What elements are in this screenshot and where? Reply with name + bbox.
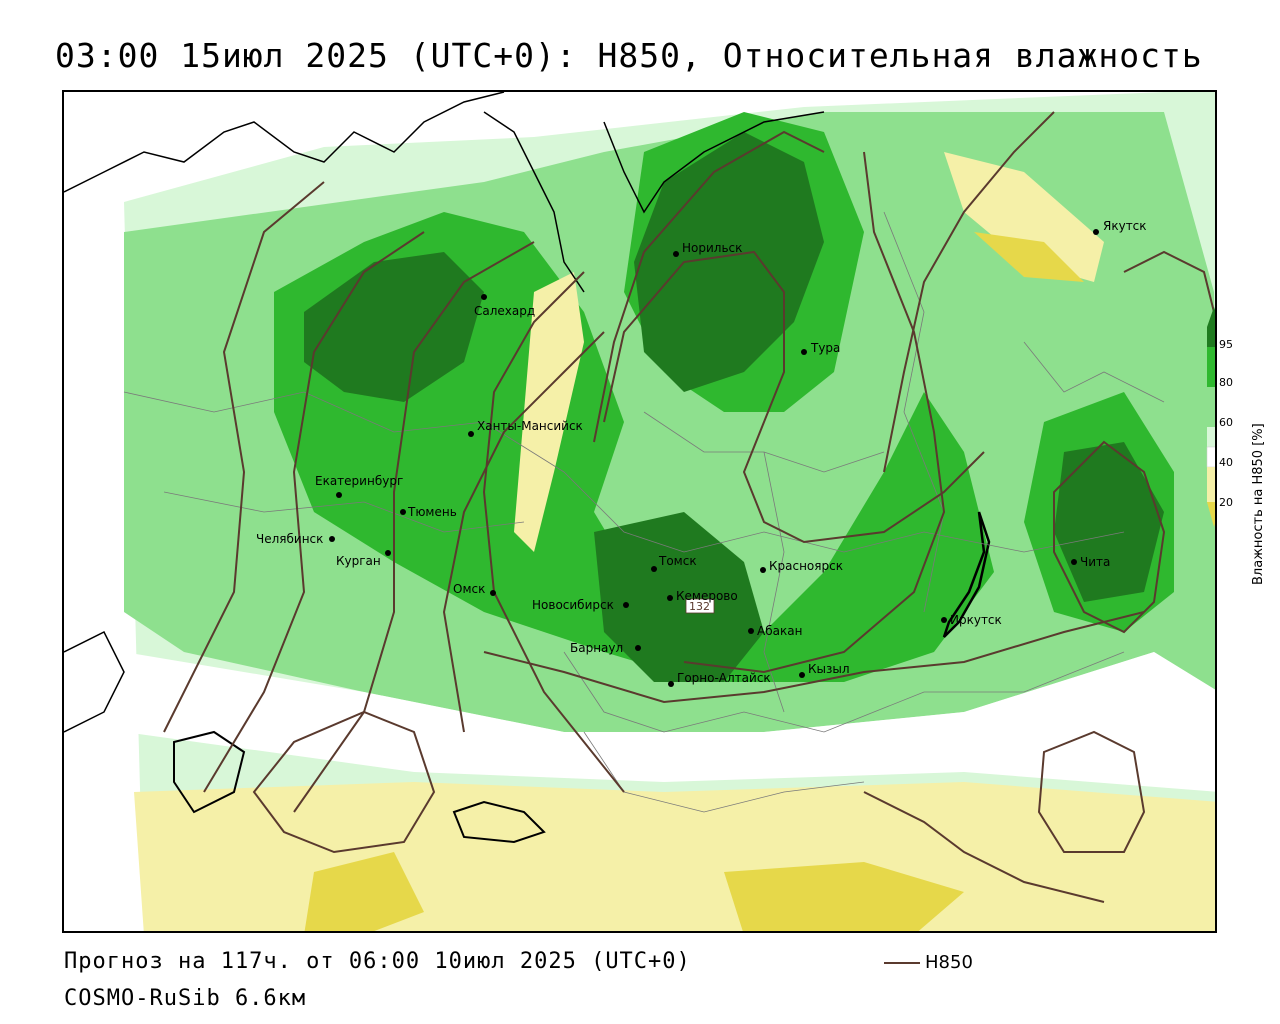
colorbar-seg-95 <box>1207 327 1215 347</box>
city-label: Красноярск <box>769 559 843 573</box>
city-label: Челябинск <box>256 532 323 546</box>
humidity-0-20-c <box>974 232 1084 282</box>
city-label: Барнаул <box>570 641 623 655</box>
colorbar-seg-40 <box>1206 446 1215 468</box>
city-dot <box>760 567 766 573</box>
city-dot <box>490 590 496 596</box>
colorbar <box>1206 307 1215 527</box>
colorbar-tick-80: 80 <box>1219 376 1233 389</box>
colorbar-seg-60 <box>1207 387 1215 427</box>
city-label: Омск <box>453 582 485 596</box>
city-label: Горно-Алтайск <box>677 671 771 685</box>
humidity-20-40-northeast <box>944 152 1104 282</box>
city-label: Тюмень <box>407 505 457 519</box>
colorbar-seg-50 <box>1207 427 1215 447</box>
city-label: Ханты-Мансийск <box>477 419 583 433</box>
map-frame: 132 Якутск Норильск Салехард Тура Ханты-Манс… <box>62 90 1217 933</box>
city-label: Иркутск <box>950 613 1002 627</box>
colorbar-tick-20: 20 <box>1219 496 1233 509</box>
lake-baikal <box>942 511 991 638</box>
h850-legend-line <box>884 962 920 964</box>
city-label: Якутск <box>1103 219 1147 233</box>
h850-legend-label: H850 <box>925 952 973 973</box>
city-label: Тура <box>810 341 840 355</box>
city-label: Салехард <box>474 304 535 318</box>
city-dot <box>668 681 674 687</box>
city-dot <box>799 672 805 678</box>
city-dot <box>801 349 807 355</box>
humidity-95-core-east <box>1054 442 1164 602</box>
humidity-95-core-west <box>304 252 484 402</box>
colorbar-seg-20 <box>1207 467 1215 502</box>
arctic-coastline <box>64 92 505 193</box>
city-label: Абакан <box>757 624 802 638</box>
balkhash-outline <box>452 800 546 844</box>
city-dot <box>748 628 754 634</box>
city-dot <box>1093 229 1099 235</box>
contour-label-box <box>685 598 715 614</box>
colorbar-title: Влажность на H850 [%] <box>1251 423 1266 585</box>
city-dot <box>635 645 641 651</box>
city-label: Кызыл <box>808 662 850 676</box>
city-dot <box>468 431 474 437</box>
city-dot <box>400 509 406 515</box>
city-label: Екатеринбург <box>315 474 403 488</box>
city-label: Новосибирск <box>532 598 614 612</box>
city-label: Чита <box>1080 555 1110 569</box>
colorbar-tick-40: 40 <box>1219 456 1233 469</box>
caspian-aral-outline <box>173 730 246 814</box>
city-label: Кемерово <box>676 589 738 603</box>
colorbar-labels: 95 80 60 40 20 Влажность на H850 [%] <box>1219 338 1266 585</box>
admin-borders <box>123 211 1165 813</box>
h850-contours <box>163 111 1215 903</box>
taymyr-coastline <box>603 111 825 214</box>
model-info: COSMO-RuSib 6.6км <box>64 986 307 1011</box>
city-markers: Якутск Норильск Салехард Тура Ханты-Мансийск… <box>256 219 1147 687</box>
city-dot <box>1071 559 1077 565</box>
city-dot <box>941 617 947 623</box>
city-dot <box>623 602 629 608</box>
colorbar-tick-60: 60 <box>1219 416 1233 429</box>
city-dot <box>336 492 342 498</box>
colorbar-top-arrow <box>1207 307 1215 327</box>
colorbar-seg-80 <box>1207 347 1215 387</box>
forecast-info: Прогноз на 117ч. от 06:00 10июл 2025 (UT… <box>64 949 691 974</box>
map-title: 03:00 15июл 2025 (UTC+0): H850, Относите… <box>55 36 1203 75</box>
city-dot <box>673 251 679 257</box>
city-label: Курган <box>336 554 381 568</box>
contour-label: 132 <box>689 600 710 613</box>
humidity-map: 132 Якутск Норильск Салехард Тура Ханты-Манс… <box>64 92 1215 931</box>
city-label: Норильск <box>682 241 742 255</box>
city-dot <box>667 595 673 601</box>
colorbar-bottom-arrow <box>1207 502 1215 527</box>
humidity-95-core-north <box>634 132 824 392</box>
city-dot <box>481 294 487 300</box>
humidity-0-20-a <box>304 852 424 931</box>
city-dot <box>651 566 657 572</box>
city-label: Томск <box>658 554 697 568</box>
yamal-coastline <box>483 111 585 293</box>
humidity-40-50-band <box>124 652 1215 792</box>
west-border-region <box>64 630 125 733</box>
humidity-0-20-b <box>724 862 964 931</box>
humidity-20-40-central <box>514 272 584 552</box>
city-dot <box>329 536 335 542</box>
city-dot <box>385 550 391 556</box>
humidity-95-core-south <box>594 512 764 682</box>
colorbar-tick-95: 95 <box>1219 338 1233 351</box>
